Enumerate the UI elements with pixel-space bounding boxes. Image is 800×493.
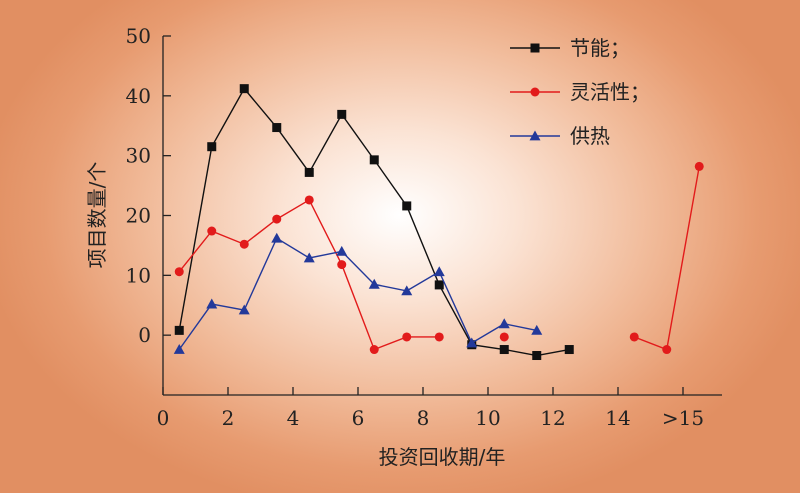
x-tick-label: 2	[222, 406, 235, 430]
data-point	[303, 252, 315, 263]
data-point	[402, 201, 412, 211]
data-point	[434, 332, 444, 342]
legend-label: 供热	[570, 124, 610, 148]
x-tick-label: 4	[287, 406, 300, 430]
data-point	[304, 167, 314, 177]
data-point	[173, 344, 185, 354]
series-line	[633, 166, 700, 351]
y-tick-label: 30	[126, 144, 151, 168]
legend: 节能； 灵活性； 供热	[510, 36, 650, 148]
series-line	[178, 198, 440, 351]
legend-item: 节能；	[510, 36, 630, 60]
x-ticks: 0 2 4 6 8 10 12 14 >15	[157, 387, 704, 430]
series-layer	[173, 84, 704, 361]
data-point	[434, 280, 444, 290]
x-tick-label: 8	[417, 406, 430, 430]
data-point	[662, 345, 672, 355]
data-point	[337, 260, 347, 270]
series-line	[178, 237, 537, 350]
series-0	[174, 84, 574, 361]
data-point	[499, 345, 509, 355]
legend-marker	[530, 87, 540, 97]
series-line	[178, 87, 570, 357]
y-tick-label: 20	[126, 204, 151, 228]
data-point	[531, 324, 543, 335]
data-point	[402, 332, 412, 342]
data-point	[466, 337, 478, 348]
legend-label: 灵活性；	[570, 80, 650, 104]
legend-item: 供热	[510, 124, 610, 148]
x-tick-label: 14	[605, 406, 630, 430]
data-point	[369, 345, 379, 355]
data-point	[498, 318, 510, 329]
data-point	[368, 278, 380, 289]
data-point	[238, 304, 250, 315]
legend-label: 节能；	[570, 36, 630, 60]
data-point	[532, 351, 542, 361]
x-tick-label: 0	[157, 406, 170, 430]
legend-marker	[529, 130, 541, 141]
y-ticks: 0 10 20 30 40 50	[126, 24, 171, 347]
data-point	[499, 332, 509, 342]
y-tick-label: 0	[138, 323, 151, 347]
series-2	[173, 232, 543, 354]
y-tick-label: 50	[126, 24, 151, 48]
data-point	[401, 285, 413, 296]
plot-area: 0 2 4 6 8 10 12 14 >15 0 10 20 30 40 50	[126, 24, 722, 430]
legend-marker	[530, 43, 540, 53]
y-tick-label: 40	[126, 84, 151, 108]
y-tick-label: 10	[126, 263, 151, 287]
x-axis-title: 投资回收期/年	[379, 445, 506, 469]
x-tick-label: >15	[662, 406, 704, 430]
data-point	[337, 109, 347, 119]
data-point	[207, 226, 217, 236]
data-point	[174, 325, 184, 335]
data-point	[304, 195, 314, 205]
x-tick-label: 10	[475, 406, 500, 430]
data-point	[694, 161, 704, 171]
data-point	[369, 155, 379, 165]
data-point	[629, 332, 639, 342]
data-point	[272, 123, 282, 133]
data-point	[239, 84, 249, 94]
data-point	[207, 142, 217, 152]
x-tick-label: 12	[540, 406, 565, 430]
data-point	[206, 298, 218, 309]
data-point	[239, 239, 249, 249]
data-point	[336, 245, 348, 256]
data-point	[272, 214, 282, 224]
data-point	[433, 266, 445, 277]
legend-item: 灵活性；	[510, 80, 650, 104]
data-point	[174, 267, 184, 277]
data-point	[271, 232, 283, 243]
y-axis-title: 项目数量/个	[85, 162, 109, 269]
data-point	[564, 345, 574, 355]
series-1	[174, 161, 704, 355]
x-tick-label: 6	[352, 406, 365, 430]
